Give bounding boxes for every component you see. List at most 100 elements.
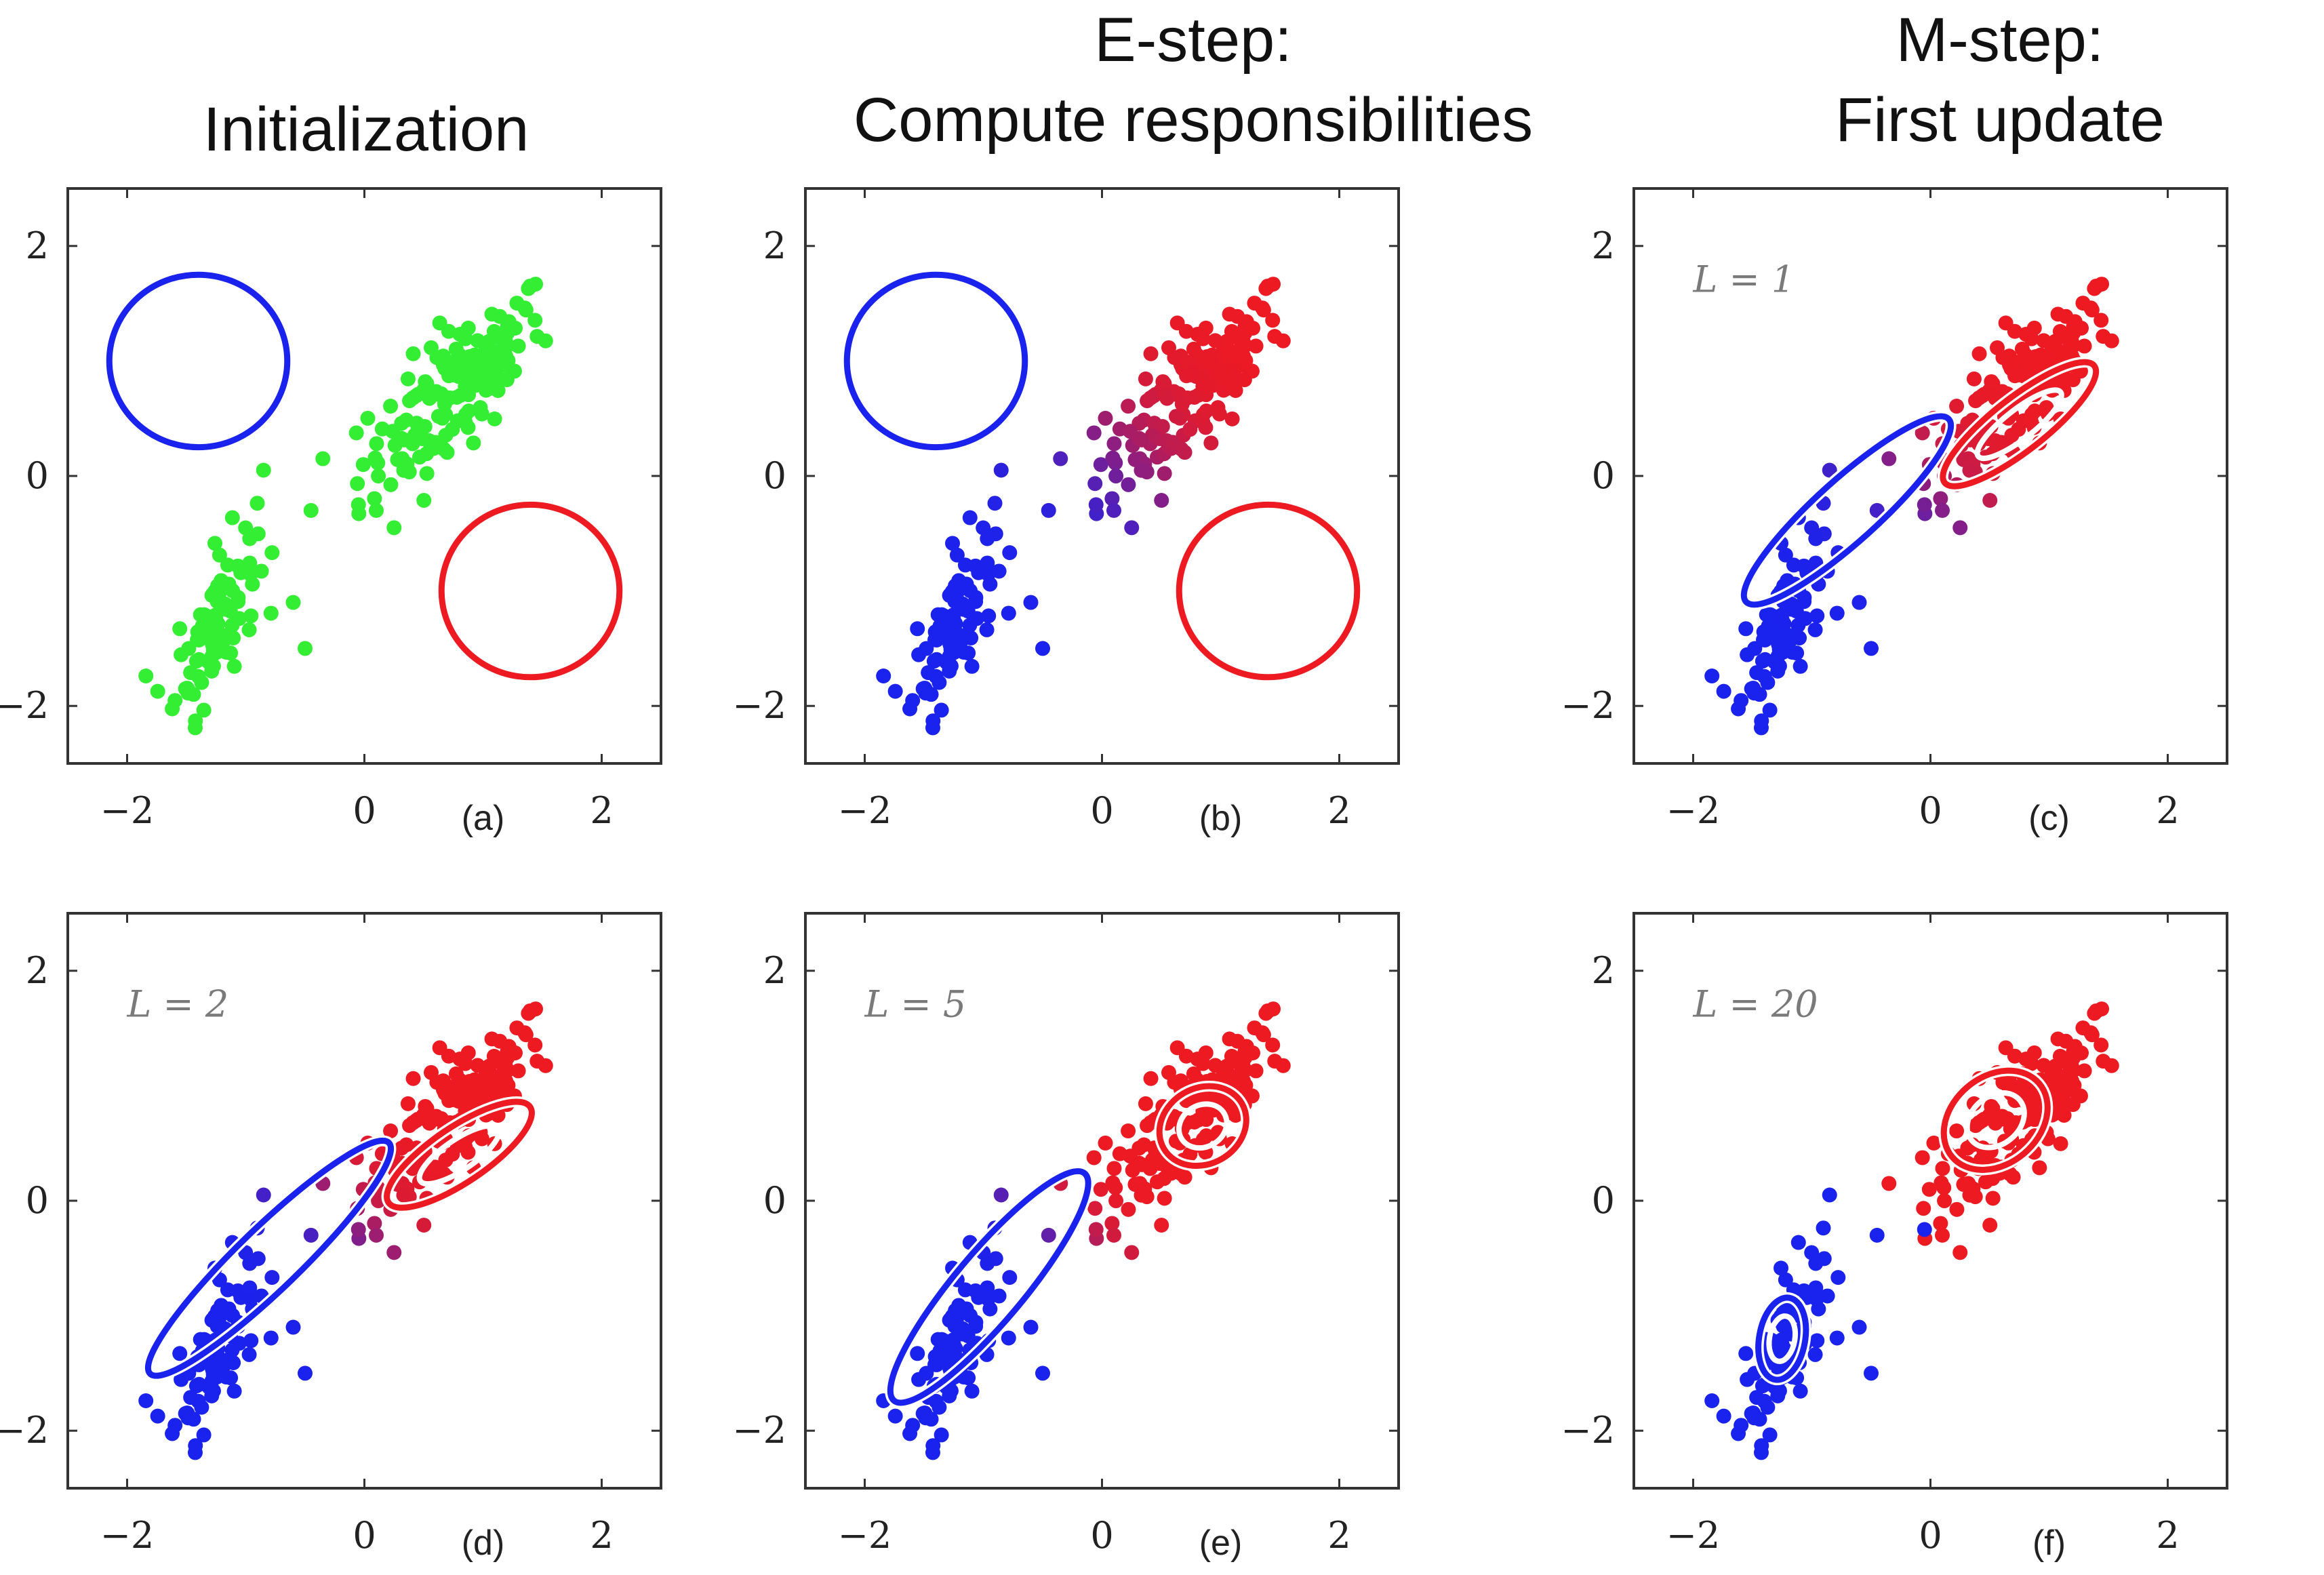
- data-point: [473, 400, 488, 416]
- data-point: [447, 1090, 462, 1106]
- data-point: [929, 1357, 944, 1372]
- data-point: [1762, 702, 1778, 718]
- data-point: [905, 1418, 921, 1433]
- data-point: [1820, 1288, 1835, 1304]
- data-point: [483, 1066, 498, 1081]
- data-point: [470, 333, 485, 348]
- data-point: [1770, 610, 1786, 626]
- data-point: [1811, 1301, 1826, 1317]
- data-point: [1792, 658, 1808, 674]
- y-tick-label: 0: [1592, 454, 1615, 497]
- data-point: [1105, 1175, 1121, 1191]
- data-point: [214, 1352, 230, 1368]
- data-point: [955, 596, 970, 612]
- ellipse-contour: [438, 501, 623, 681]
- data-point: [949, 547, 965, 563]
- panel-label: (c): [2028, 799, 2070, 838]
- data-point: [1935, 502, 1950, 518]
- data-point: [1757, 669, 1772, 684]
- ellipse-contour: [1740, 413, 1955, 608]
- data-point: [2032, 1160, 2047, 1176]
- data-point: [167, 693, 183, 709]
- data-point: [1267, 329, 1283, 344]
- x-tick-label: 0: [1090, 789, 1113, 832]
- component-blue-ellipse: [1752, 1292, 1811, 1386]
- data-point: [439, 445, 455, 460]
- data-point: [150, 683, 165, 699]
- data-point: [1963, 462, 1979, 478]
- data-point: [150, 1408, 165, 1424]
- x-tick-label: 2: [1327, 1514, 1350, 1557]
- data-point: [1917, 1222, 1932, 1237]
- panel-label: (f): [2032, 1523, 2066, 1563]
- data-point: [1135, 1187, 1150, 1203]
- data-point: [1255, 1025, 1270, 1041]
- data-point: [1809, 608, 1825, 624]
- title-estep: E-step: Compute responsibilities: [786, 0, 1600, 160]
- y-tick-label: 0: [763, 1179, 786, 1222]
- data-point: [1098, 1135, 1113, 1151]
- data-point: [1224, 411, 1240, 426]
- data-point: [385, 424, 401, 439]
- data-point: [193, 607, 208, 622]
- data-point: [1816, 1220, 1831, 1236]
- data-point: [529, 1054, 545, 1069]
- component-red-ellipse: [1937, 357, 2102, 492]
- data-point: [432, 1040, 447, 1056]
- panel-e: −2 0 2 2 0 −2 (e) L = 5: [732, 912, 1400, 1563]
- data-point: [934, 702, 949, 718]
- data-point: [1093, 1182, 1108, 1197]
- data-point: [910, 1346, 925, 1361]
- data-point: [315, 451, 331, 466]
- data-point: [1807, 1347, 1823, 1362]
- data-point: [967, 1283, 983, 1298]
- panel-label: (a): [462, 799, 505, 838]
- data-point: [1933, 491, 1948, 506]
- data-point: [1982, 1218, 1998, 1233]
- data-point: [1174, 397, 1190, 412]
- ellipse-contour: [1940, 1067, 2051, 1173]
- data-point: [1186, 341, 1201, 357]
- ellipse-inner-contour: [1974, 387, 2064, 462]
- data-point: [1998, 1040, 2014, 1056]
- data-point: [887, 683, 903, 699]
- data-point: [1186, 1066, 1201, 1081]
- data-point: [1778, 1272, 1793, 1288]
- data-point: [422, 1115, 437, 1131]
- data-point: [355, 457, 371, 473]
- data-point: [224, 510, 240, 525]
- data-point: [2096, 329, 2111, 344]
- data-point: [437, 397, 452, 412]
- data-point: [1143, 1071, 1159, 1086]
- data-point: [369, 502, 384, 518]
- data-point: [423, 1064, 439, 1080]
- data-point: [980, 1256, 995, 1271]
- data-point: [964, 1383, 980, 1399]
- data-point: [1260, 279, 1276, 294]
- data-point: [386, 520, 402, 536]
- panel-label: (b): [1199, 799, 1243, 838]
- ellipse-inner-contour: [1766, 1313, 1799, 1364]
- component-blue-ellipse: [142, 1135, 397, 1382]
- data-point: [876, 668, 891, 683]
- data-point: [955, 1321, 970, 1336]
- y-tick-label: −2: [0, 1409, 49, 1452]
- data-point: [1982, 493, 1998, 509]
- data-point: [1774, 1260, 1789, 1276]
- data-point: [980, 531, 995, 546]
- x-tick-label: 2: [2156, 1514, 2179, 1557]
- data-point: [507, 321, 523, 336]
- data-point: [1265, 1037, 1281, 1053]
- data-point: [523, 1003, 538, 1019]
- data-point: [1738, 1346, 1754, 1361]
- data-point: [982, 1301, 998, 1317]
- component-blue-ellipse: [885, 1165, 1094, 1408]
- data-point: [1245, 1045, 1260, 1061]
- data-point: [500, 338, 515, 353]
- data-point: [968, 1315, 984, 1330]
- y-tick-label: 2: [1592, 224, 1615, 267]
- data-point: [487, 411, 502, 426]
- y-tick-label: 0: [1592, 1179, 1615, 1222]
- data-point: [1184, 365, 1200, 381]
- data-point: [991, 1288, 1007, 1304]
